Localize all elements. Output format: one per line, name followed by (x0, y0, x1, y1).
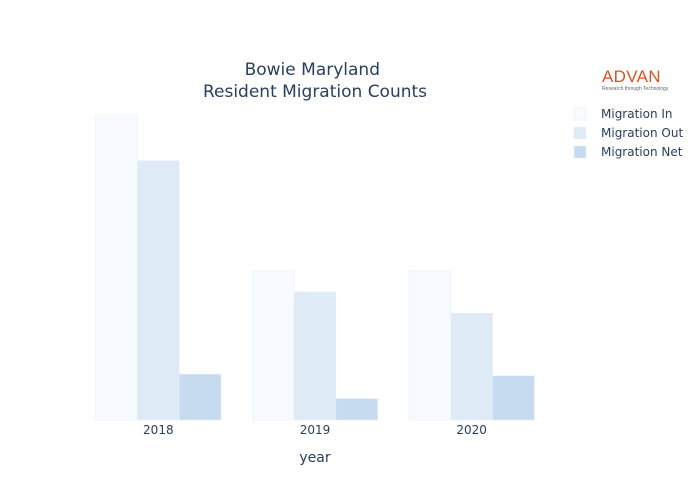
bar-migration-out-2019 (293, 291, 337, 421)
bar-migration-in-2019 (252, 270, 295, 421)
logo: ADVAN Research through Technology (602, 67, 669, 92)
bar-migration-net-2020 (492, 375, 535, 421)
x-tick-label-2019: 2019 (300, 423, 331, 437)
bar-migration-in-2018 (95, 114, 138, 421)
x-axis-title: year (299, 450, 330, 466)
logo-wordmark: ADVAN (602, 67, 661, 86)
bar-migration-out-2018 (137, 160, 180, 421)
legend-swatch-migration-out[interactable] (573, 126, 587, 140)
bar-migration-net-2018 (178, 374, 222, 421)
x-tick-labels: 2018 2019 2020 (143, 423, 487, 437)
x-tick-label-2020: 2020 (456, 423, 487, 437)
bar-migration-in-2020 (408, 270, 452, 421)
x-tick-label-2018: 2018 (143, 423, 174, 437)
bar-migration-net-2019 (335, 398, 378, 421)
chart-title: Bowie Maryland Resident Migration Counts (203, 60, 427, 102)
legend-swatch-migration-in[interactable] (573, 107, 587, 121)
chart-title-line-2: Resident Migration Counts (203, 82, 427, 102)
legend-swatch-migration-net[interactable] (573, 145, 587, 159)
logo-tagline: Research through Technology (602, 86, 669, 92)
legend-label-migration-out[interactable]: Migration Out (601, 126, 683, 140)
bars-group (95, 114, 535, 421)
bar-migration-out-2020 (450, 313, 493, 421)
chart-title-line-1: Bowie Maryland (245, 60, 380, 80)
legend-label-migration-in[interactable]: Migration In (601, 107, 673, 121)
legend-label-migration-net[interactable]: Migration Net (601, 145, 683, 159)
legend: Migration In Migration Out Migration Net (573, 107, 683, 159)
